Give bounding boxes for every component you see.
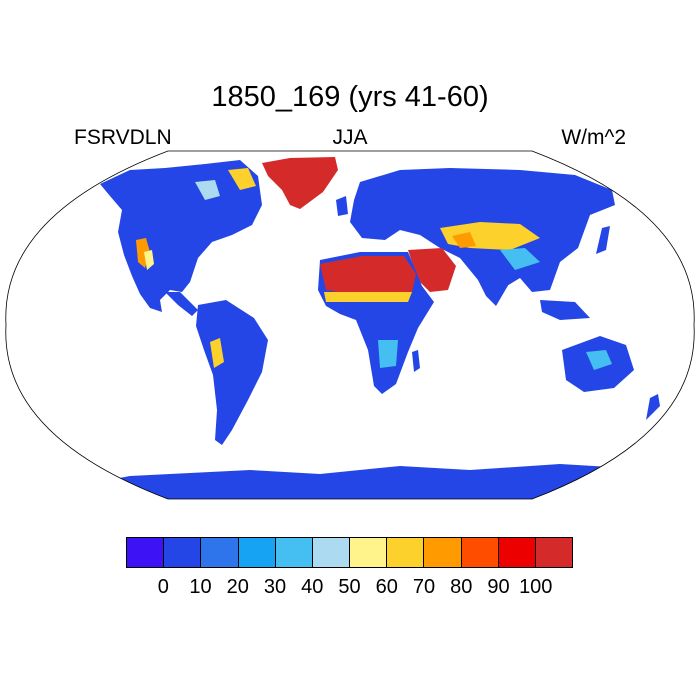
sahel-band xyxy=(324,292,412,302)
map-title: 1850_169 (yrs 41-60) xyxy=(211,81,489,113)
arabia xyxy=(408,248,456,292)
colorbar-swatch xyxy=(424,538,462,567)
colorbar-swatch xyxy=(127,538,165,567)
australia-light xyxy=(586,350,612,370)
central-america xyxy=(165,292,198,316)
colorbar-tick-label: 0 xyxy=(157,576,169,598)
season-label: JJA xyxy=(332,126,368,149)
colorbar-tick-label: 10 xyxy=(189,576,212,598)
colorbar-swatch xyxy=(535,538,573,567)
asia-orange xyxy=(452,232,476,248)
na-arctic-warm xyxy=(228,168,256,190)
colorbar-tick-label: 40 xyxy=(301,576,324,598)
units-label: W/m^2 xyxy=(561,126,626,149)
colorbar-swatch xyxy=(350,538,388,567)
colorbar-swatch xyxy=(498,538,536,567)
land-fill-layer xyxy=(5,157,695,499)
india xyxy=(475,265,510,306)
sahara xyxy=(320,256,416,296)
colorbar-swatch xyxy=(387,538,425,567)
new-zealand xyxy=(646,394,660,420)
variable-name: FSRVDLN xyxy=(74,126,172,149)
japan xyxy=(596,226,610,254)
colorbar-tick-label: 50 xyxy=(338,576,361,598)
colorbar-tick-label: 90 xyxy=(487,576,510,598)
colorbar-swatch xyxy=(201,538,239,567)
colorbar-tick-label: 30 xyxy=(263,576,287,598)
colorbar-swatch xyxy=(461,538,499,567)
colorbar-swatch xyxy=(312,538,351,567)
colorbar-swatch xyxy=(238,538,276,567)
colorbar-tick-label: 20 xyxy=(226,576,249,598)
na-light-west xyxy=(144,250,154,270)
sa-warm-spot xyxy=(210,338,224,368)
uk xyxy=(336,196,348,216)
asia-light xyxy=(500,248,540,270)
colorbar-tick-label: 60 xyxy=(375,576,398,598)
na-arctic-light xyxy=(195,180,220,200)
colorbar xyxy=(126,537,573,568)
southern-africa-light xyxy=(378,340,398,368)
globe-outline xyxy=(5,150,695,500)
greenland xyxy=(262,157,338,209)
colorbar-swatch xyxy=(275,538,313,567)
se-asia-islands xyxy=(540,300,590,320)
south-america xyxy=(196,300,268,445)
antarctica xyxy=(5,464,695,499)
madagascar xyxy=(412,350,420,372)
colorbar-tick-label: 100 xyxy=(519,576,553,598)
colorbar-tick-label: 80 xyxy=(450,576,473,598)
colorbar-swatch xyxy=(164,538,202,567)
north-america xyxy=(100,160,262,312)
colorbar-labels: 0 10 20 30 40 50 60 70 80 90 100 xyxy=(126,575,573,599)
colorbar-tick-label: 70 xyxy=(412,576,436,598)
